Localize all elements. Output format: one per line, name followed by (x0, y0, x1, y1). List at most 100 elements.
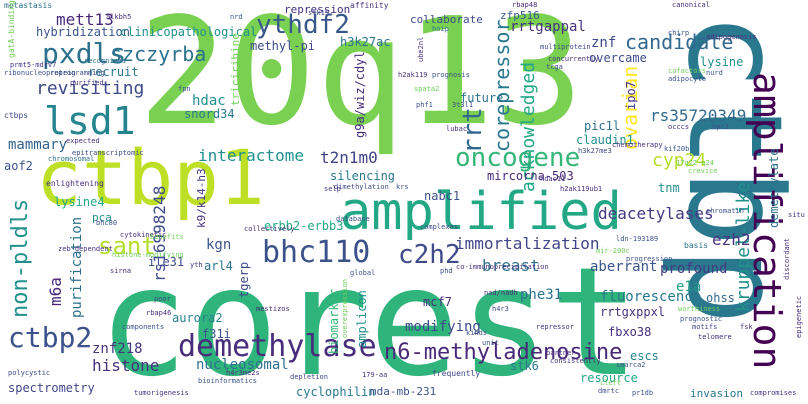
word-hdac: hdac (192, 93, 226, 109)
word-zeb-dependent: zeb-dependent (58, 245, 113, 253)
word-kif20b: kif20b (664, 145, 690, 153)
word-tcga: tcga (546, 63, 563, 71)
word-znf218: znf218 (92, 341, 143, 357)
word-silencing: silencing (330, 169, 396, 183)
word-prognosis: prognosis (432, 71, 470, 79)
word-mestizos: mestizos (256, 305, 290, 313)
word-m6a: m6a (46, 277, 65, 306)
word-c2h2: c2h2 (398, 240, 461, 270)
word-cofactors: cofactors (668, 67, 706, 75)
word-adipocyte: adipocyte (668, 75, 706, 83)
word-f31i: f31i (202, 327, 231, 341)
word-fbxo38: fbxo38 (608, 325, 652, 339)
word-h2ak119: h2ak119 (398, 71, 428, 79)
word-aberrant: aberrant (590, 259, 658, 275)
word-spata2: spata2 (414, 85, 440, 93)
word-immortalization: immortalization (455, 234, 600, 253)
word-17q22-q24: 17q22-q24 (676, 159, 714, 167)
word-rbap46: rbap46 (146, 309, 172, 317)
word-components: components (122, 323, 165, 331)
word-collaborate: collaborate (410, 13, 483, 26)
word-szczyrba: szczyrba (110, 42, 207, 66)
word-bhc110: bhc110 (262, 235, 371, 270)
word-deacetylases: deacetylases (598, 204, 714, 223)
word-frequently: frequently (432, 369, 481, 378)
word-krs: krs (396, 183, 409, 191)
word-overexpression: overexpression (341, 278, 349, 338)
word-multiprotein: multiprotein (540, 43, 591, 51)
word-expected: expected (66, 137, 100, 145)
word-fluorescence: fluorescence (600, 289, 702, 305)
word-alkbh5: alkbh5 (106, 13, 132, 21)
word-consistently: consistently (550, 357, 601, 365)
word-resource: resource (580, 371, 638, 385)
word-candidate: candidate (625, 30, 734, 54)
word-mcf7: mcf7 (423, 295, 452, 309)
word-arl4: arl4 (204, 259, 233, 273)
word-adipogenesis: adipogenesis (706, 33, 757, 41)
word-motifs: motifs (692, 323, 718, 331)
word-co-immunoprecipitation: co-immunoprecipitation (456, 263, 549, 271)
word-ube2nl: ube2nl (417, 36, 425, 62)
word-enlightening: enlightening (46, 179, 104, 188)
word-situ: situ (788, 211, 805, 219)
word-g9a/wiz/cdyl: g9a/wiz/cdyl (353, 51, 367, 138)
word-cyp24: cyp24 (652, 150, 707, 171)
word-progression: progression (626, 255, 673, 263)
word-lubac: lubac (446, 125, 468, 133)
word-ctbps: ctbps (4, 111, 29, 120)
word-overcame: overcame (589, 51, 647, 65)
word-kinds: kinds (466, 329, 488, 337)
word-crevice: crevice (688, 167, 718, 175)
word-lsd1: lsd1 (44, 99, 136, 143)
word-ribonucleoprotein: ribonucleoprotein (4, 69, 76, 77)
word-polycystic: polycystic (8, 369, 51, 377)
word-fpn: fpn (178, 85, 191, 93)
word-repression: repression (284, 3, 351, 16)
word-amplicon: amplicon (355, 290, 369, 348)
word-discordant: discordant (783, 237, 791, 280)
word-modifying: modifying (405, 319, 481, 335)
word-profound: profound (660, 261, 728, 277)
word-rrtgappal: rrtgappal (510, 19, 586, 35)
word-sant: sant (98, 232, 156, 260)
word-recognizes: recognizes (84, 57, 127, 65)
word-unit: unit (482, 339, 499, 347)
word-h4r3me2s: h4r3me2s (226, 369, 260, 377)
word-aurora2: aurora2 (172, 311, 223, 325)
word-purified: purified (70, 79, 104, 87)
word-invasion: invasion (690, 387, 743, 400)
word-database: database (336, 215, 370, 223)
word-ile31: ile31 (148, 255, 185, 269)
word-ldn-193189: ldn-193189 (616, 235, 659, 243)
word-nrd: nrd (230, 13, 243, 21)
word-tumorigenesis: tumorigenesis (134, 389, 189, 397)
word-chromatin: chromatin (706, 207, 744, 215)
word-lysine: lysine (700, 55, 744, 69)
word-affinity: affinity (350, 1, 389, 10)
word-20q13: 20q13 (138, 0, 584, 158)
word-bhc80: bhc80 (96, 219, 118, 227)
word-h3k27me3: h3k27me3 (578, 147, 612, 155)
word-depletion: depletion (290, 373, 328, 381)
word-occcs: occcs (668, 123, 690, 131)
word-gatA-binding: gatA-binding (7, 0, 16, 58)
word-prmt5-mdrv7: prmt5-mdrv7 (10, 61, 57, 69)
word-h3k27ac: h3k27ac (340, 35, 391, 49)
word-h4r3: h4r3 (492, 305, 509, 313)
word-hoip: hoip (432, 25, 449, 33)
word-h2ak119ub1: h2ak119ub1 (560, 185, 603, 193)
word-nurd: nurd (706, 69, 723, 77)
word-phf1: phf1 (416, 101, 433, 109)
word-n6-methyladenosine: n6-methyladenosine (384, 340, 623, 365)
word-ipo7: ipo7 (624, 81, 638, 110)
word-reprogramming: reprogramming (50, 69, 105, 77)
word-epitranscriptomic: epitranscriptomic (72, 149, 144, 157)
word-clinicopathological: clinicopathological (120, 25, 258, 39)
word-collectively: collectively (244, 225, 295, 233)
word-nabc1: nabc1 (424, 189, 461, 203)
word-snord34: snord34 (184, 107, 235, 121)
word-179-aa: 179-aa (362, 371, 388, 379)
word-benefits: benefits (150, 233, 184, 241)
word-mda-mb-231: mda-mb-231 (370, 385, 437, 398)
